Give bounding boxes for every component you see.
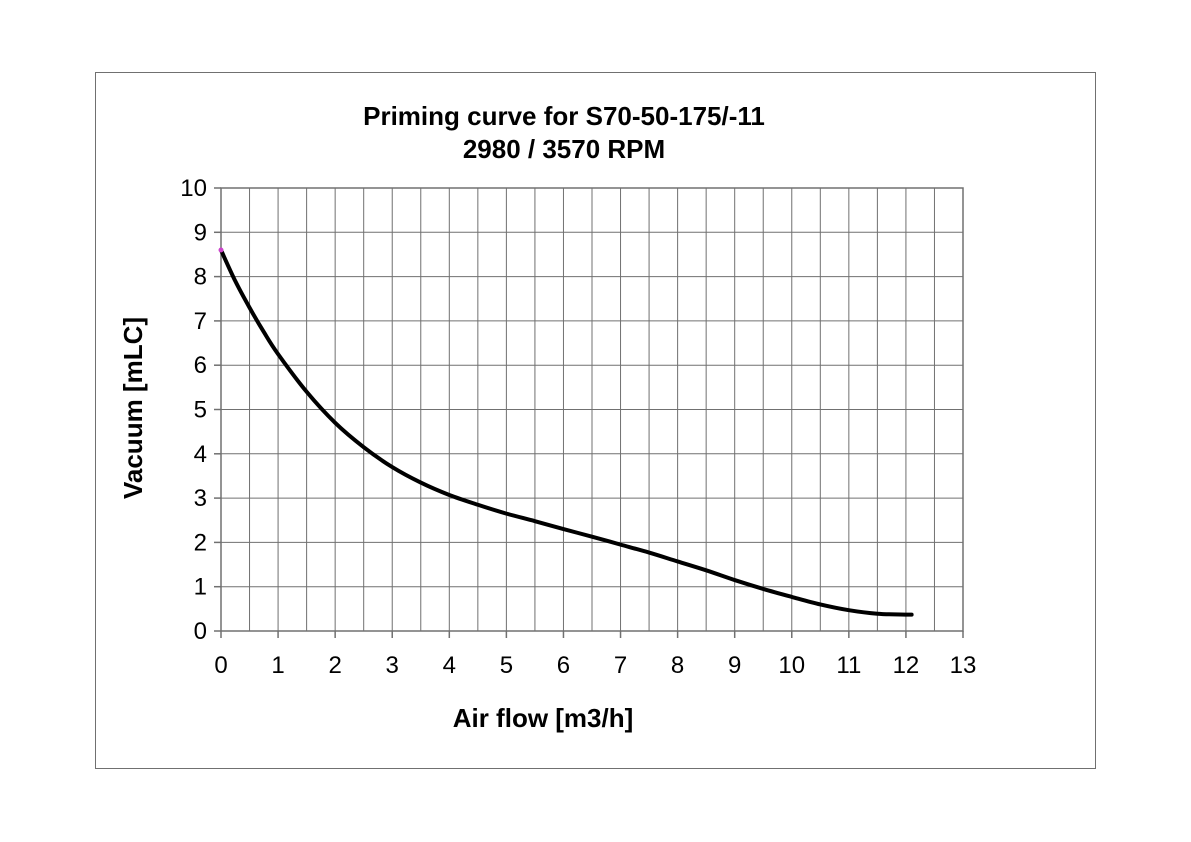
y-tick-labels: 0 1 2 3 4 5 6 7 8 9 10 xyxy=(180,175,207,645)
x-tick-label: 12 xyxy=(893,652,920,679)
tick-marks xyxy=(214,187,964,638)
chart-frame: 0 1 2 3 4 5 6 7 8 9 10 11 12 13 0 1 2 3 4 5 6 7 8 9 10 Priming … xyxy=(95,72,1096,769)
y-tick-label: 3 xyxy=(194,485,207,512)
chart-title-line-2: 2980 / 3570 RPM xyxy=(463,134,665,164)
x-tick-label: 5 xyxy=(500,652,513,679)
y-tick-label: 1 xyxy=(194,574,207,601)
x-tick-label: 4 xyxy=(443,652,456,679)
y-tick-label: 7 xyxy=(194,308,207,335)
x-tick-labels: 0 1 2 3 4 5 6 7 8 9 10 11 12 13 xyxy=(214,652,976,679)
y-tick-label: 2 xyxy=(194,529,207,556)
x-tick-label: 1 xyxy=(271,652,284,679)
y-tick-label: 4 xyxy=(194,441,207,468)
x-tick-label: 13 xyxy=(950,652,977,679)
x-tick-label: 6 xyxy=(557,652,570,679)
y-tick-label: 6 xyxy=(194,352,207,379)
y-tick-label: 8 xyxy=(194,264,207,291)
x-tick-label: 9 xyxy=(728,652,741,679)
y-axis-label: Vacuum [mLC] xyxy=(118,317,148,499)
y-tick-label: 9 xyxy=(194,219,207,246)
y-tick-label: 10 xyxy=(180,175,207,202)
chart-title-line-1: Priming curve for S70-50-175/-11 xyxy=(363,101,765,131)
series-line-vacuum xyxy=(219,248,914,617)
x-tick-label: 11 xyxy=(836,652,861,679)
x-tick-label: 3 xyxy=(386,652,399,679)
y-tick-label: 5 xyxy=(194,397,207,424)
x-tick-label: 10 xyxy=(778,652,805,679)
series-start-marker xyxy=(218,247,224,253)
x-tick-label: 7 xyxy=(614,652,627,679)
x-tick-label: 0 xyxy=(214,652,227,679)
x-tick-label: 2 xyxy=(328,652,341,679)
y-tick-label: 0 xyxy=(194,618,207,645)
x-axis-label: Air flow [m3/h] xyxy=(453,703,634,733)
x-tick-label: 8 xyxy=(671,652,684,679)
grid xyxy=(220,187,964,632)
